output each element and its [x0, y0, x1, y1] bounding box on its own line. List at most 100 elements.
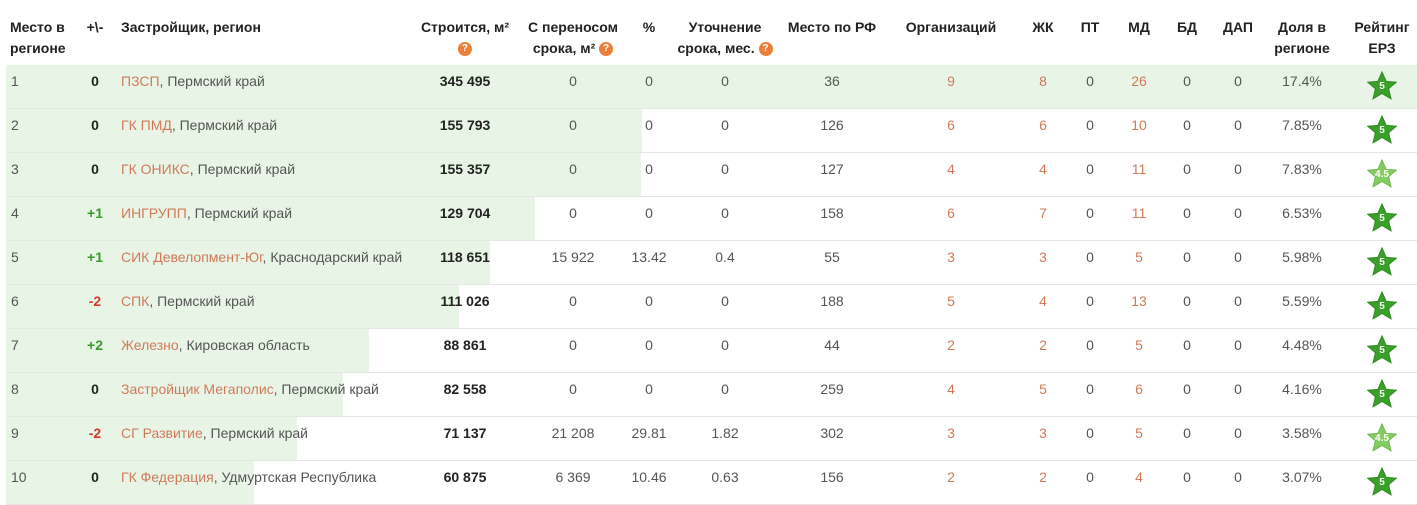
cell-place-rf: 188	[820, 293, 844, 309]
cell-md[interactable]: 11	[1131, 205, 1147, 221]
table-row: 1 0 345 495 0 0 0 36 9 8 0 26 0 0 17.4% ПЗСП, Пермский…	[6, 65, 1417, 109]
cell-dap: 0	[1234, 469, 1242, 485]
table-row: 2 0 155 793 0 0 0 126 6 6 0 10 0 0 7.85% ГК ПМД, Пермс…	[6, 109, 1417, 153]
cell-md[interactable]: 5	[1135, 337, 1143, 353]
rating-star-icon[interactable]: 5	[1367, 71, 1397, 101]
cell-percent: 0	[645, 337, 653, 353]
developer-link[interactable]: ИНГРУПП	[121, 205, 187, 221]
header-place-region[interactable]: Место в регионе	[10, 19, 66, 56]
cell-percent: 29.81	[631, 425, 667, 441]
cell-orgs[interactable]: 6	[947, 117, 955, 133]
header-refine[interactable]: Уточнение срока, мес. ?	[670, 17, 780, 59]
cell-zhk[interactable]: 2	[1039, 469, 1047, 485]
header-percent[interactable]: %	[642, 19, 656, 35]
header-share[interactable]: Доля в регионе	[1274, 19, 1330, 56]
cell-zhk[interactable]: 2	[1039, 337, 1047, 353]
cell-dap: 0	[1234, 205, 1242, 221]
developer-link[interactable]: ГК ОНИКС	[121, 161, 190, 177]
table-row: 7 +2 88 861 0 0 0 44 2 2 0 5 0 0 4.48% Железно, Кировс…	[6, 329, 1417, 373]
cell-md[interactable]: 5	[1135, 425, 1143, 441]
developer-link[interactable]: Застройщик Мегаполис	[121, 381, 274, 397]
cell-change: +1	[87, 249, 103, 265]
cell-pt: 0	[1086, 469, 1094, 485]
header-place-rf[interactable]: Место по РФ	[787, 19, 877, 35]
rating-value: 5	[1379, 477, 1385, 488]
cell-percent: 0	[645, 161, 653, 177]
cell-md[interactable]: 5	[1135, 249, 1143, 265]
cell-orgs[interactable]: 5	[947, 293, 955, 309]
developer-link[interactable]: СИК Девелопмент-Юг	[121, 249, 263, 265]
rating-star-icon[interactable]: 5	[1367, 203, 1397, 233]
rating-star-icon[interactable]: 5	[1367, 467, 1397, 497]
share-bar	[6, 373, 343, 416]
rating-star-icon[interactable]: 5	[1367, 335, 1397, 365]
cell-percent: 0	[645, 381, 653, 397]
header-dap[interactable]: ДАП	[1223, 19, 1253, 35]
header-pt[interactable]: ПТ	[1080, 19, 1100, 35]
cell-place: 4	[11, 205, 19, 221]
header-developer[interactable]: Застройщик, регион	[121, 19, 261, 35]
cell-md[interactable]: 6	[1135, 381, 1143, 397]
cell-orgs[interactable]: 4	[947, 161, 955, 177]
developer-link[interactable]: СГ Развитие	[121, 425, 203, 441]
cell-zhk[interactable]: 4	[1039, 161, 1047, 177]
cell-orgs[interactable]: 3	[947, 249, 955, 265]
developer-link[interactable]: ГК Федерация	[121, 469, 214, 485]
cell-md[interactable]: 11	[1131, 161, 1147, 177]
cell-zhk[interactable]: 3	[1039, 425, 1047, 441]
cell-zhk[interactable]: 5	[1039, 381, 1047, 397]
cell-refine: 0	[721, 161, 729, 177]
cell-md[interactable]: 26	[1131, 73, 1147, 89]
header-change[interactable]: +\-	[86, 19, 104, 35]
cell-place: 6	[11, 293, 19, 309]
help-icon[interactable]: ?	[599, 42, 614, 57]
cell-orgs[interactable]: 6	[947, 205, 955, 221]
cell-orgs[interactable]: 2	[947, 469, 955, 485]
cell-refine: 0.4	[715, 249, 735, 265]
cell-percent: 0	[645, 117, 653, 133]
rating-star-icon[interactable]: 5	[1367, 379, 1397, 409]
developer-link[interactable]: СПК	[121, 293, 150, 309]
cell-md[interactable]: 4	[1135, 469, 1143, 485]
cell-md[interactable]: 13	[1131, 293, 1147, 309]
cell-postponed: 6 369	[555, 469, 591, 485]
rating-star-icon[interactable]: 5	[1367, 291, 1397, 321]
cell-zhk[interactable]: 7	[1039, 205, 1047, 221]
table-row: 3 0 155 357 0 0 0 127 4 4 0 11 0 0 7.83% ГК ОНИКС, Пер…	[6, 153, 1417, 197]
developer-link[interactable]: Железно	[121, 337, 179, 353]
cell-orgs[interactable]: 3	[947, 425, 955, 441]
cell-zhk[interactable]: 8	[1039, 73, 1047, 89]
cell-share: 7.85%	[1282, 117, 1322, 133]
cell-zhk[interactable]: 6	[1039, 117, 1047, 133]
header-bd[interactable]: БД	[1176, 19, 1198, 35]
header-zhk[interactable]: ЖК	[1032, 19, 1054, 35]
cell-orgs[interactable]: 9	[947, 73, 955, 89]
region-label: , Краснодарский край	[262, 249, 403, 265]
developer-link[interactable]: ПЗСП	[121, 73, 160, 89]
region-label: , Пермский край	[159, 73, 265, 89]
header-postponed[interactable]: С переносом срока, м² ?	[528, 19, 618, 57]
share-bar	[6, 65, 1417, 108]
rating-star-icon[interactable]: 4.5	[1367, 423, 1397, 453]
cell-place: 8	[11, 381, 19, 397]
developer-link[interactable]: ГК ПМД	[121, 117, 172, 133]
help-icon[interactable]: ?	[457, 42, 472, 57]
cell-refine: 0	[721, 337, 729, 353]
cell-bd: 0	[1183, 73, 1191, 89]
rating-star-icon[interactable]: 5	[1367, 115, 1397, 145]
cell-md[interactable]: 10	[1131, 117, 1147, 133]
cell-orgs[interactable]: 4	[947, 381, 955, 397]
rating-value: 4.5	[1375, 433, 1389, 444]
table-row: 4 +1 129 704 0 0 0 158 6 7 0 11 0 0 6.53% ИНГРУПП, Пер…	[6, 197, 1417, 241]
cell-change: 0	[91, 117, 99, 133]
help-icon[interactable]: ?	[758, 42, 773, 57]
header-md[interactable]: МД	[1128, 19, 1150, 35]
cell-zhk[interactable]: 3	[1039, 249, 1047, 265]
header-rating[interactable]: Рейтинг ЕРЗ	[1354, 19, 1410, 56]
rating-star-icon[interactable]: 5	[1367, 247, 1397, 277]
header-orgs[interactable]: Организаций	[905, 19, 997, 35]
cell-zhk[interactable]: 4	[1039, 293, 1047, 309]
rating-star-icon[interactable]: 4.5	[1367, 159, 1397, 189]
header-built[interactable]: Строится, м² ?	[420, 19, 510, 57]
cell-orgs[interactable]: 2	[947, 337, 955, 353]
